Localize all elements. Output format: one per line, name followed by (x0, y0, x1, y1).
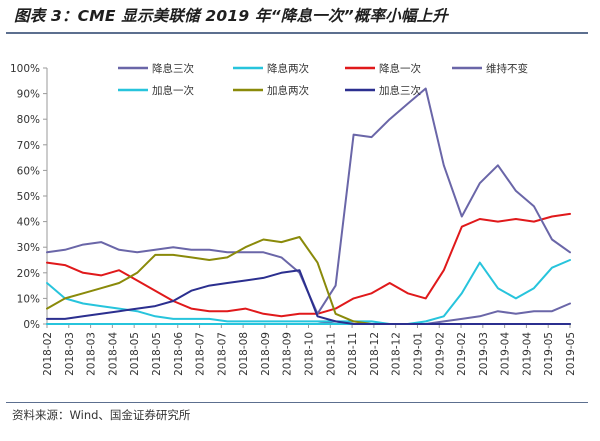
x-tick-label: 2018-03 (86, 332, 98, 376)
y-tick-label: 10% (17, 293, 40, 305)
x-tick-label: 2019-04 (500, 332, 512, 376)
x-tick-label: 2018-07 (216, 332, 228, 376)
line-chart: 0% 10% 20% 30% 40% 50% 60% 70% 80% 90% 100% 2018-0… (10, 62, 577, 376)
series-line-5 (46, 282, 571, 325)
x-axis: 2018-02 2018-03 2018-03 2018-04 2018-05 2018-… (42, 323, 577, 376)
y-tick-label: 90% (17, 89, 40, 101)
x-tick-label: 2018-02 (42, 332, 54, 376)
x-tick-label: 2019-04 (521, 332, 533, 376)
x-tick-label: 2018-05 (151, 332, 163, 376)
x-tick-label: 2018-12 (391, 332, 403, 376)
x-tick-label: 2019-01 (412, 332, 424, 376)
footer-divider (6, 402, 588, 403)
y-tick-label: 40% (17, 217, 40, 229)
x-tick-label: 2019-05 (565, 332, 577, 376)
y-tick-label: 20% (17, 268, 40, 280)
y-tick-label: 80% (17, 114, 40, 126)
x-tick-label: 2018-09 (260, 332, 272, 376)
title-divider (6, 32, 588, 34)
x-tick-label: 2018-07 (195, 332, 207, 376)
source-note: 资料来源：Wind、国金证券研究所 (12, 408, 191, 422)
x-tick-label: 2019-02 (434, 332, 446, 376)
x-tick-label: 2018-09 (282, 332, 294, 376)
x-tick-label: 2019-03 (478, 332, 490, 376)
y-axis: 0% 10% 20% 30% 40% 50% 60% 70% 80% 90% 100% (10, 63, 48, 331)
x-tick-label: 2018-06 (173, 332, 185, 376)
series-line-3 (46, 212, 571, 318)
x-tick-label: 2019-05 (543, 332, 555, 376)
figure-title: 图表 3：CME 显示美联储 2019 年“降息一次”概率小幅上升 (14, 7, 448, 25)
x-tick-label: 2018-04 (107, 332, 119, 376)
y-tick-label: 70% (17, 140, 40, 152)
legend-label: 加息两次 (267, 84, 309, 97)
series-line-2 (46, 259, 571, 325)
y-tick-label: 30% (17, 242, 40, 254)
x-tick-label: 2018-05 (129, 332, 141, 376)
series-line-7 (46, 269, 571, 325)
x-tick-label: 2018-03 (64, 332, 76, 376)
y-tick-label: 0% (23, 319, 40, 331)
legend-label: 加息三次 (379, 84, 421, 97)
y-tick-label: 60% (17, 165, 40, 177)
x-tick-label: 2018-12 (369, 332, 381, 376)
x-tick-label: 2018-10 (304, 332, 316, 376)
legend-label: 降息两次 (267, 62, 309, 75)
legend-label: 降息一次 (379, 62, 421, 75)
legend-label: 降息三次 (152, 62, 194, 75)
x-tick-label: 2018-11 (325, 332, 337, 376)
legend-label: 加息一次 (152, 84, 194, 97)
y-tick-label: 100% (10, 63, 40, 75)
x-tick-label: 2018-11 (347, 332, 359, 376)
series-lines (46, 87, 571, 325)
x-tick-label: 2018-08 (238, 332, 250, 376)
y-tick-label: 50% (17, 191, 40, 203)
legend-label: 维持不变 (486, 62, 528, 75)
x-tick-label: 2019-02 (456, 332, 468, 376)
